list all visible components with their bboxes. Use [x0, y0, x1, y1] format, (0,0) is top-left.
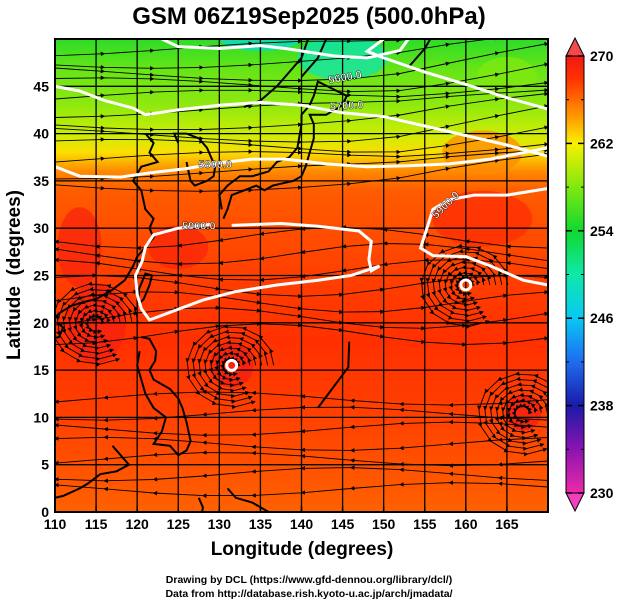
contour-label: 5900.0 [182, 220, 216, 232]
colorbar-tick-label: 254 [590, 223, 614, 239]
y-tick-label: 35 [33, 173, 49, 189]
contour-label: 5600.0 [328, 69, 363, 87]
contour-5900-west [133, 221, 381, 322]
credit-dcl: Drawing by DCL (https://www.gfd-dennou.o… [166, 574, 452, 586]
colorbar-tick-label: 238 [590, 398, 614, 414]
x-tick-label: 125 [167, 516, 191, 532]
y-tick-label: 40 [33, 126, 49, 142]
x-axis-label: Longitude (degrees) [211, 539, 394, 560]
contour-5600 [364, 39, 548, 111]
height-contours [55, 39, 548, 322]
colorbar-extend-min [565, 492, 585, 513]
x-tick-label: 130 [208, 516, 232, 532]
x-tick-label: 135 [249, 516, 273, 532]
typhoon-center-marker [225, 358, 239, 372]
y-tick-label: 5 [41, 457, 49, 473]
chart-title: GSM 06Z19Sep2025 (500.0hPa) [132, 3, 486, 30]
x-tick-label: 120 [125, 516, 149, 532]
vortex-streamline [55, 281, 139, 367]
colorbar-tick-label: 270 [590, 48, 614, 64]
colorbar-tick-label: 246 [590, 310, 614, 326]
typhoon-center-marker [459, 278, 473, 292]
x-tick-label: 165 [495, 516, 519, 532]
y-axis-label: Latitude (degrees) [4, 190, 25, 360]
temperature-anomaly [209, 343, 254, 388]
x-tick-label: 140 [290, 516, 314, 532]
colorbar-tick-label: 230 [590, 485, 614, 501]
vortex-streamline [185, 324, 275, 410]
y-tick-label: 15 [33, 362, 49, 378]
colorbar-tick-label: 262 [590, 135, 614, 151]
y-tick-label: 25 [33, 268, 49, 284]
colorbar-ticks: 230 238 246 254 262 270 [566, 48, 614, 501]
colorbar-extend-max [565, 36, 585, 57]
x-tick-label: 110 [44, 516, 67, 532]
x-tick-label: 155 [413, 516, 437, 532]
cyclone-centers [225, 278, 473, 372]
contour-label: 5800.0 [198, 159, 232, 171]
y-tick-label: 10 [33, 409, 49, 425]
vortex-streamline [477, 371, 548, 457]
y-tick-label: 45 [33, 78, 49, 94]
coastline [197, 497, 204, 512]
contour-5900-east [418, 187, 548, 287]
y-tick-label: 30 [33, 220, 49, 236]
vortex-streamline [419, 243, 509, 329]
x-tick-label: 115 [85, 516, 108, 532]
contour-5700 [55, 84, 548, 158]
y-axis-ticks: 0 5 10 15 20 25 30 35 40 45 [33, 78, 49, 520]
contour-5600-north [161, 39, 410, 60]
y-tick-label: 0 [41, 504, 49, 520]
colorbar: 230 238 246 254 262 270 [565, 36, 614, 513]
x-tick-label: 160 [454, 516, 478, 532]
y-tick-label: 20 [33, 315, 49, 331]
x-tick-label: 145 [331, 516, 355, 532]
contour-5800 [55, 146, 548, 179]
x-tick-label: 150 [372, 516, 396, 532]
credit-data-source: Data from http://database.rish.kyoto-u.a… [165, 588, 452, 600]
x-axis-ticks: 110 115 120 125 130 135 140 145 150 155 160 165 [44, 506, 519, 532]
contour-label: 5700.0 [330, 99, 364, 113]
